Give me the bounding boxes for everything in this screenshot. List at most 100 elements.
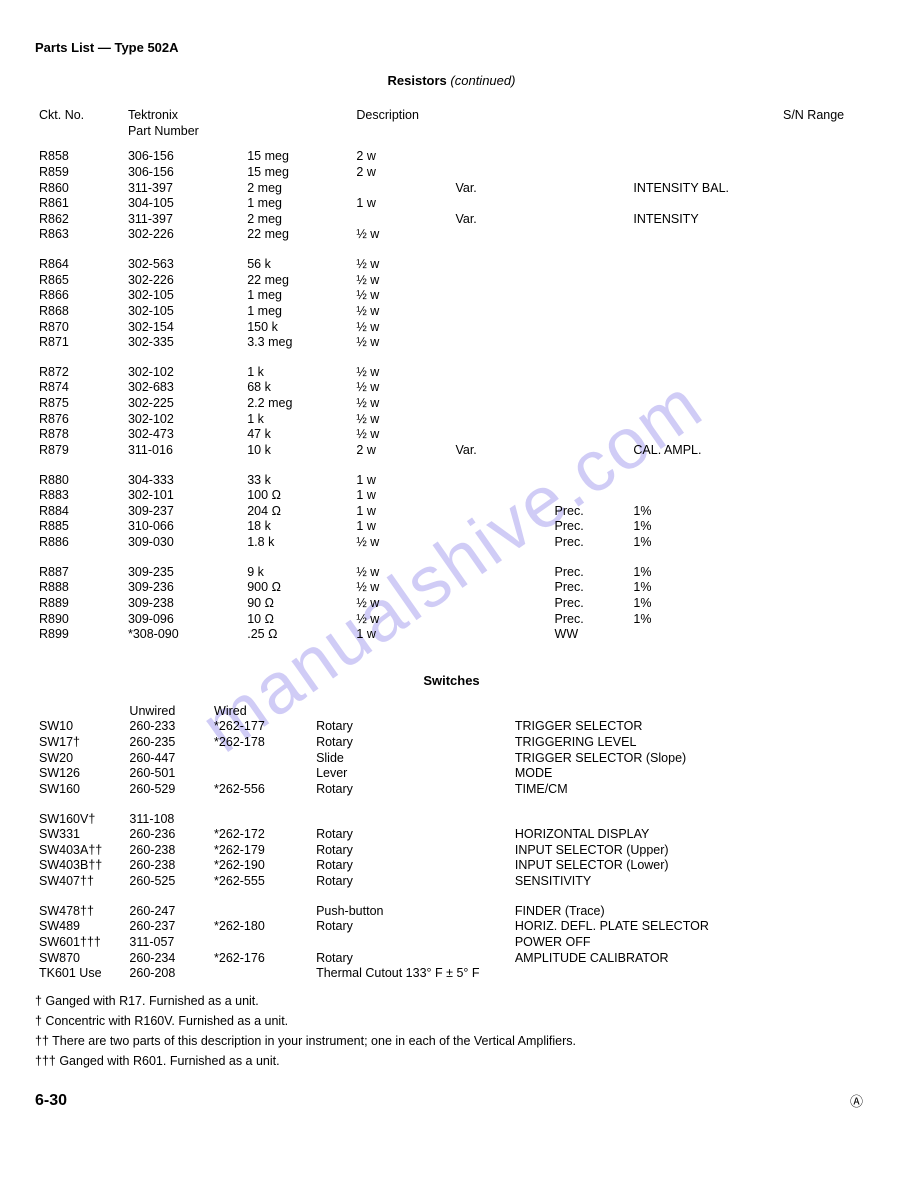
- cell: 302-102: [124, 412, 243, 428]
- cell: *262-177: [210, 719, 312, 735]
- cell: 1%: [629, 565, 779, 581]
- cell: 1%: [629, 504, 779, 520]
- table-row: R878302-47347 k½ w: [35, 427, 868, 443]
- cell: 1 meg: [243, 196, 352, 212]
- cell: 260-501: [125, 766, 210, 782]
- cell: R870: [35, 320, 124, 336]
- cell: [451, 335, 550, 351]
- cell: 1 k: [243, 412, 352, 428]
- cell: [551, 473, 630, 489]
- cell: 260-235: [125, 735, 210, 751]
- cell: 33 k: [243, 473, 352, 489]
- cell: [551, 181, 630, 197]
- cell: R861: [35, 196, 124, 212]
- cell: Lever: [312, 766, 511, 782]
- table-row: R887309-2359 k½ wPrec.1%: [35, 565, 868, 581]
- cell: [551, 320, 630, 336]
- cell: ½ w: [352, 273, 451, 289]
- cell: 10 k: [243, 443, 352, 459]
- cell: [629, 335, 779, 351]
- cell: ½ w: [352, 335, 451, 351]
- cell: [629, 380, 779, 396]
- cell: [312, 935, 511, 951]
- cell: [312, 812, 511, 828]
- table-row: SW489260-237*262-180RotaryHORIZ. DEFL. P…: [35, 919, 868, 935]
- cell: [210, 904, 312, 920]
- cell: [511, 812, 868, 828]
- cell: Rotary: [312, 827, 511, 843]
- cell: 260-233: [125, 719, 210, 735]
- resistors-table: Ckt. No. Tektronix Part Number Descripti…: [35, 108, 868, 643]
- cell: 18 k: [243, 519, 352, 535]
- cell: [779, 627, 868, 643]
- cell: [551, 335, 630, 351]
- cell: TK601 Use: [35, 966, 125, 982]
- cell: [451, 149, 550, 165]
- cell: [551, 365, 630, 381]
- cell: [551, 227, 630, 243]
- cell: 2 w: [352, 149, 451, 165]
- cell: [451, 519, 550, 535]
- cell: [451, 535, 550, 551]
- cell: 304-105: [124, 196, 243, 212]
- cell: WW: [551, 627, 630, 643]
- cell: ½ w: [352, 288, 451, 304]
- cell: 100 Ω: [243, 488, 352, 504]
- table-row: R899*308-090.25 Ω1 wWW: [35, 627, 868, 643]
- cell: [779, 227, 868, 243]
- cell: Prec.: [551, 596, 630, 612]
- table-row: R872302-1021 k½ w: [35, 365, 868, 381]
- cell: SW403B††: [35, 858, 125, 874]
- cell: [551, 257, 630, 273]
- cell: 56 k: [243, 257, 352, 273]
- cell: Prec.: [551, 612, 630, 628]
- cell: HORIZONTAL DISPLAY: [511, 827, 868, 843]
- cell: SW20: [35, 751, 125, 767]
- cell: R884: [35, 504, 124, 520]
- page-title: Parts List — Type 502A: [35, 40, 868, 55]
- cell: R876: [35, 412, 124, 428]
- table-row: R860311-3972 megVar.INTENSITY BAL.: [35, 181, 868, 197]
- cell: [551, 304, 630, 320]
- cell: [551, 396, 630, 412]
- cell: R859: [35, 165, 124, 181]
- cell: [779, 488, 868, 504]
- cell: [629, 427, 779, 443]
- cell: 2 w: [352, 443, 451, 459]
- cell: 1 w: [352, 519, 451, 535]
- cell: ½ w: [352, 427, 451, 443]
- cell: *262-176: [210, 951, 312, 967]
- cell: R887: [35, 565, 124, 581]
- table-row: SW20260-447SlideTRIGGER SELECTOR (Slope): [35, 751, 868, 767]
- cell: [451, 627, 550, 643]
- cell: [551, 443, 630, 459]
- cell: 309-096: [124, 612, 243, 628]
- cell: 306-156: [124, 149, 243, 165]
- table-row: SW601†††311-057POWER OFF: [35, 935, 868, 951]
- cell: 15 meg: [243, 149, 352, 165]
- cell: ½ w: [352, 565, 451, 581]
- col-wired: Wired: [210, 704, 312, 720]
- table-row: R861304-1051 meg1 w: [35, 196, 868, 212]
- cell: [629, 196, 779, 212]
- cell: [779, 288, 868, 304]
- cell: MODE: [511, 766, 868, 782]
- cell: ½ w: [352, 612, 451, 628]
- cell: 1%: [629, 596, 779, 612]
- col-sn: S/N Range: [779, 108, 868, 149]
- table-row: R868302-1051 meg½ w: [35, 304, 868, 320]
- cell: R883: [35, 488, 124, 504]
- cell: Rotary: [312, 719, 511, 735]
- cell: [779, 504, 868, 520]
- cell: FINDER (Trace): [511, 904, 868, 920]
- table-row: R884309-237204 Ω1 wPrec.1%: [35, 504, 868, 520]
- cell: 311-397: [124, 212, 243, 228]
- footnotes: † Ganged with R17. Furnished as a unit.†…: [35, 994, 868, 1068]
- cell: 309-238: [124, 596, 243, 612]
- cell: 302-335: [124, 335, 243, 351]
- cell: SW870: [35, 951, 125, 967]
- cell: [210, 966, 312, 982]
- cell: [629, 473, 779, 489]
- cell: [451, 427, 550, 443]
- cell: Thermal Cutout 133° F ± 5° F: [312, 966, 511, 982]
